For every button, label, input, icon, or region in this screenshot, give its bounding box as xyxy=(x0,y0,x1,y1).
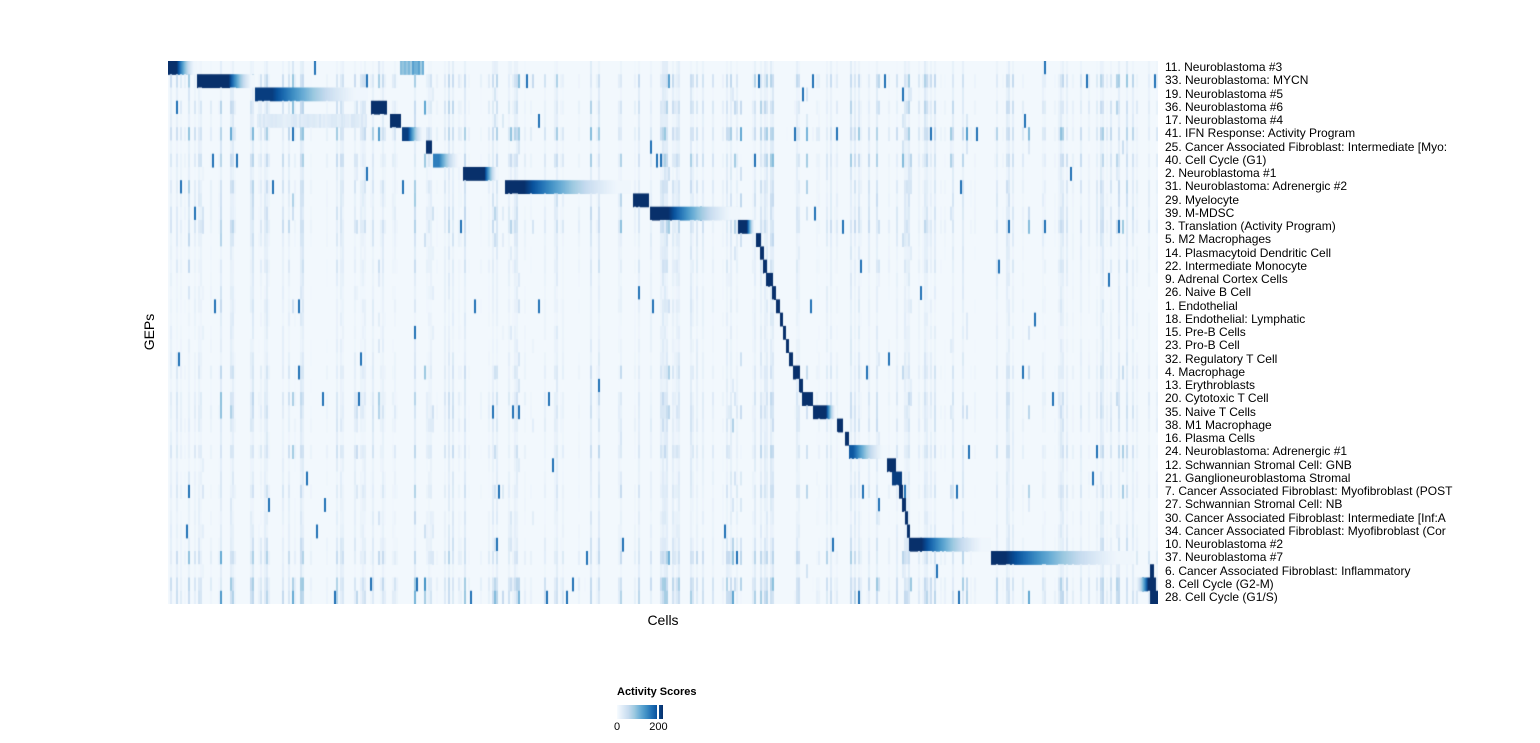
row-label: 10. Neuroblastoma #2 xyxy=(1165,537,1284,551)
legend-tick-labels: 0 200 xyxy=(613,721,668,735)
row-label: 2. Neuroblastoma #1 xyxy=(1165,166,1277,180)
row-label: 33. Neuroblastoma: MYCN xyxy=(1165,73,1309,88)
row-label: 8. Cell Cycle (G2-M) xyxy=(1165,576,1274,591)
row-label: 36. Neuroblastoma #6 xyxy=(1165,99,1284,114)
row-label: 28. Cell Cycle (G1/S) xyxy=(1165,590,1278,604)
row-label: 29. Myelocyte xyxy=(1165,192,1240,207)
row-label: 14. Plasmacytoid Dendritic Cell xyxy=(1165,245,1332,260)
row-label: 16. Plasma Cells xyxy=(1165,431,1256,445)
legend: Activity Scores 0 200 xyxy=(613,686,757,741)
row-label: 18. Endothelial: Lymphatic xyxy=(1165,311,1306,326)
row-label: 34. Cancer Associated Fibroblast: Myofib… xyxy=(1165,523,1446,538)
row-label: 24. Neuroblastoma: Adrenergic #1 xyxy=(1165,444,1348,459)
row-label: 9. Adrenal Cortex Cells xyxy=(1165,272,1288,286)
row-label: 4. Macrophage xyxy=(1165,364,1246,379)
row-label: 27. Schwannian Stromal Cell: NB xyxy=(1165,497,1343,512)
row-label: 1. Endothelial xyxy=(1165,298,1238,313)
row-label: 35. Naive T Cells xyxy=(1165,404,1256,419)
row-label: 30. Cancer Associated Fibroblast: Interm… xyxy=(1165,510,1446,525)
row-label: 25. Cancer Associated Fibroblast: Interm… xyxy=(1165,139,1448,154)
row-label: 13. Erythroblasts xyxy=(1165,378,1256,392)
row-label: 3. Translation (Activity Program) xyxy=(1165,219,1336,233)
row-label: 39. M-MDSC xyxy=(1165,205,1235,220)
heatmap-plot-area xyxy=(168,61,1158,604)
row-label: 7. Cancer Associated Fibroblast: Myofibr… xyxy=(1165,484,1453,498)
legend-title: Activity Scores xyxy=(617,686,697,698)
row-label: 22. Intermediate Monocyte xyxy=(1165,258,1308,273)
row-label: 23. Pro-B Cell xyxy=(1165,338,1240,353)
row-label: 20. Cytotoxic T Cell xyxy=(1165,391,1269,406)
row-label: 12. Schwannian Stromal Cell: GNB xyxy=(1165,457,1352,472)
row-label: 37. Neuroblastoma #7 xyxy=(1165,550,1284,565)
legend-tick-200: 200 xyxy=(649,721,668,733)
legend-tick-mark xyxy=(657,705,660,719)
row-label: 41. IFN Response: Activity Program xyxy=(1165,126,1356,141)
legend-colorbar xyxy=(617,705,663,719)
row-label: 11. Neuroblastoma #3 xyxy=(1165,61,1283,74)
row-label: 17. Neuroblastoma #4 xyxy=(1165,113,1284,127)
row-label: 5. M2 Macrophages xyxy=(1165,232,1272,247)
row-labels: 11. Neuroblastoma #3 33. Neuroblastoma: M… xyxy=(1162,61,1540,604)
row-label: 32. Regulatory T Cell xyxy=(1165,351,1278,366)
row-label: 15. Pre-B Cells xyxy=(1165,325,1246,339)
row-label: 38. M1 Macrophage xyxy=(1165,417,1272,432)
row-label: 6. Cancer Associated Fibroblast: Inflamm… xyxy=(1165,563,1411,578)
row-label: 21. Ganglioneuroblastoma Stromal xyxy=(1165,470,1351,485)
y-axis-title: GEPs xyxy=(141,313,157,351)
x-axis-title: Cells xyxy=(647,612,679,628)
row-label: 19. Neuroblastoma #5 xyxy=(1165,86,1284,101)
legend-tick-0: 0 xyxy=(613,721,621,733)
row-label: 26. Naive B Cell xyxy=(1165,285,1252,300)
row-label: 31. Neuroblastoma: Adrenergic #2 xyxy=(1165,179,1348,194)
heatmap-canvas xyxy=(168,61,1158,604)
row-label: 40. Cell Cycle (G1) xyxy=(1165,152,1267,167)
